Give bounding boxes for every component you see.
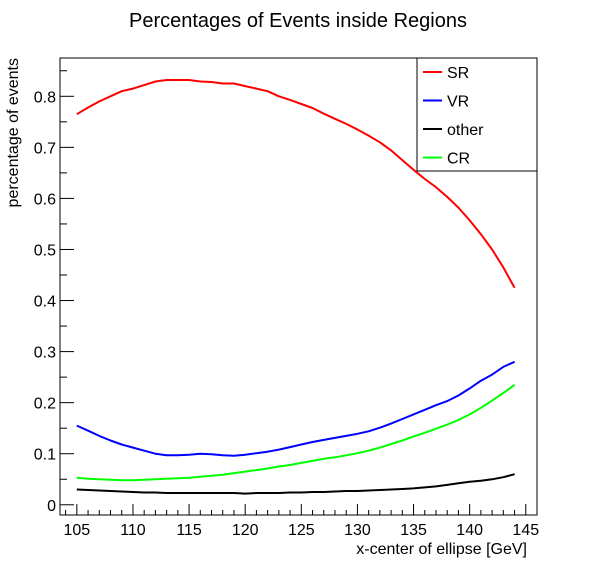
- y-tick-label: 0: [47, 498, 56, 515]
- series-lines: [76, 79, 516, 495]
- x-axis: 105 110 115 120 125 130 135 140 145: [63, 504, 539, 539]
- y-axis-label: percentage of events: [5, 58, 22, 207]
- series-line-cr: [76, 383, 516, 482]
- y-tick-label: 0.2: [34, 396, 56, 413]
- x-tick-label: 110: [120, 522, 146, 539]
- y-tick-label: 0.5: [34, 242, 56, 259]
- y-tick-label: 0.8: [34, 89, 56, 106]
- y-tick-label: 0.4: [34, 294, 56, 311]
- legend-label-sr: SR: [447, 65, 469, 82]
- series-line-sr: [76, 79, 516, 289]
- y-tick-label: 0.7: [34, 140, 56, 157]
- y-tick-label: 0.6: [34, 191, 56, 208]
- series-line-other: [76, 473, 515, 495]
- x-tick-label: 115: [176, 522, 202, 539]
- legend-label-other: other: [447, 122, 484, 139]
- x-axis-label: x-center of ellipse [GeV]: [356, 541, 527, 558]
- legend-label-vr: VR: [447, 94, 469, 111]
- x-tick-label: 120: [232, 522, 259, 539]
- y-tick-label: 0.3: [34, 345, 56, 362]
- legend-label-cr: CR: [447, 151, 470, 168]
- x-tick-label: 140: [456, 522, 483, 539]
- y-tick-label: 0.1: [34, 447, 56, 464]
- x-tick-label: 105: [63, 522, 90, 539]
- x-tick-label: 125: [288, 522, 315, 539]
- x-tick-label: 145: [512, 522, 539, 539]
- plot-frame: [59, 57, 538, 516]
- series-line-vr: [76, 360, 516, 457]
- x-tick-label: 130: [344, 522, 371, 539]
- legend-box: [416, 57, 538, 172]
- legend: SR VR other CR: [416, 57, 538, 172]
- y-axis: 0 0.1 0.2 0.3 0.4 0.5 0.6 0.7 0.8: [34, 70, 74, 515]
- chart-title: Percentages of Events inside Regions: [129, 10, 467, 32]
- x-tick-label: 135: [400, 522, 427, 539]
